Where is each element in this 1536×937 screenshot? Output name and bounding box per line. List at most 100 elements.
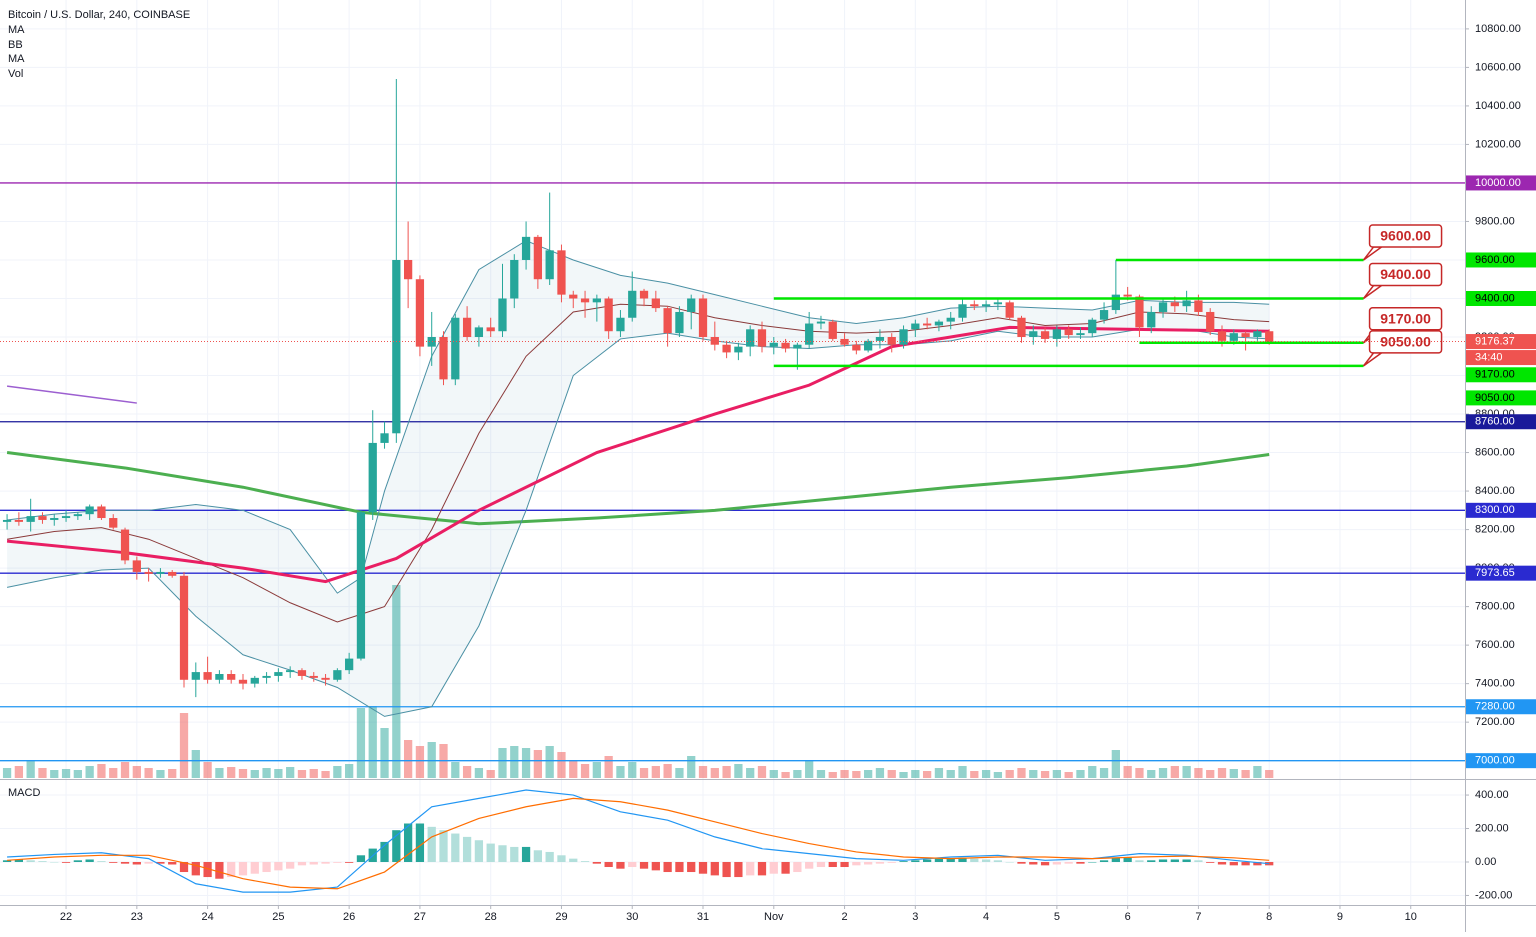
macd-hist-bar: [1064, 861, 1073, 864]
macd-hist-bar: [1017, 861, 1026, 864]
volume-bar: [38, 768, 47, 778]
macd-pane: [2, 789, 1274, 893]
candle-body: [687, 298, 696, 312]
macd-hist-bar: [179, 861, 189, 873]
macd-hist-bar: [816, 861, 826, 868]
volume-bar: [345, 764, 354, 778]
main-pane: 9600.00 9400.00 9170.00 9050.00: [0, 78, 1465, 778]
level-axis-label: 8300.00: [1475, 504, 1515, 516]
candle-body: [439, 337, 448, 380]
volume-bar: [380, 728, 389, 778]
volume-bar: [462, 766, 472, 778]
candle-body: [1147, 311, 1156, 328]
volume-bar: [451, 762, 460, 778]
level-axis-label: 7280.00: [1475, 701, 1515, 713]
x-tick-label: 23: [131, 911, 143, 923]
volume-bar: [604, 756, 613, 778]
level-axis-label-bg: [1466, 502, 1536, 518]
macd-hist-bar: [85, 859, 94, 862]
volume-bar: [628, 762, 637, 778]
macd-hist-bar: [663, 861, 672, 873]
volume-bar: [722, 766, 731, 778]
volume-bar: [368, 706, 377, 778]
macd-hist-bar: [97, 861, 106, 862]
macd-hist-bar: [120, 861, 130, 864]
volume-bar: [675, 768, 684, 778]
volume-bar: [510, 746, 519, 778]
zone-axis-label: 9050.00: [1475, 392, 1515, 404]
candle-body: [639, 290, 649, 299]
volume-bar: [757, 766, 767, 778]
candle-body: [1052, 329, 1062, 339]
macd-hist-bar: [628, 861, 637, 868]
y-tick-label: 200.00: [1475, 822, 1509, 834]
macd-hist-bar: [1253, 861, 1262, 866]
indicator-label: MA: [8, 24, 25, 36]
candle-body: [415, 279, 425, 347]
indicator-line: [7, 240, 1270, 594]
callout-label: 9050.00: [1380, 334, 1431, 350]
y-tick-label: 0.00: [1475, 856, 1496, 868]
volume-bar: [356, 708, 366, 778]
candle-body: [781, 342, 790, 349]
candle-body: [109, 518, 118, 528]
macd-hist-bar: [1052, 861, 1062, 865]
candle-body: [191, 672, 200, 680]
macd-hist-bar: [1194, 860, 1203, 862]
macd-hist-bar: [545, 851, 554, 862]
candle-body: [592, 298, 601, 303]
volume-bar: [215, 768, 224, 778]
volume-bar: [1029, 770, 1038, 778]
macd-hist-bar: [1206, 861, 1215, 863]
volume-bar: [1229, 769, 1238, 778]
candle-body: [498, 298, 507, 332]
y-tick-label: 9800.00: [1475, 215, 1515, 227]
x-tick-label: 30: [626, 911, 638, 923]
candle-body: [1217, 331, 1227, 341]
level-axis-label-bg: [1466, 753, 1536, 769]
volume-bar: [1170, 766, 1179, 778]
candle-body: [179, 575, 189, 680]
volume-bar: [403, 740, 413, 778]
macd-hist-bar: [109, 861, 118, 863]
candle-body: [38, 516, 47, 520]
macd-hist-bar: [1005, 861, 1014, 863]
candle-body: [227, 674, 236, 680]
macd-hist-bar: [1217, 861, 1227, 865]
macd-hist-bar: [1111, 857, 1120, 862]
volume-bar: [663, 764, 672, 778]
candle-body: [993, 302, 1003, 305]
candle-body: [1194, 300, 1203, 312]
volume-bar: [109, 768, 118, 778]
x-tick-label: 29: [555, 911, 567, 923]
candle-body: [286, 670, 295, 673]
y-tick-label: 7600.00: [1475, 639, 1515, 651]
macd-hist-bar: [805, 861, 814, 869]
candle-body: [1241, 333, 1250, 338]
macd-hist-bar: [746, 861, 755, 876]
candle-body: [345, 658, 354, 671]
x-tick-label: 10: [1405, 911, 1417, 923]
macd-hist-bar: [852, 861, 861, 866]
macd-hist-bar: [427, 826, 436, 862]
volume-bar: [1064, 772, 1073, 778]
macd-hist-bar: [215, 861, 224, 879]
last-price-label: 9176.37: [1475, 335, 1515, 347]
macd-hist-bar: [604, 861, 613, 868]
indicator-label: BB: [8, 39, 23, 51]
volume-bar: [474, 768, 484, 778]
macd-hist-bar: [309, 861, 318, 865]
macd-line: [7, 789, 1270, 893]
candle-body: [144, 571, 153, 574]
volume-bar: [864, 770, 873, 778]
candle-body: [1170, 302, 1179, 307]
macd-hist-bar: [1099, 860, 1109, 862]
candle-body: [840, 338, 849, 345]
candle-body: [274, 672, 283, 676]
candle-body: [545, 250, 554, 280]
candle-body: [569, 294, 578, 299]
x-tick-label: 27: [414, 911, 426, 923]
candle-body: [215, 674, 224, 680]
